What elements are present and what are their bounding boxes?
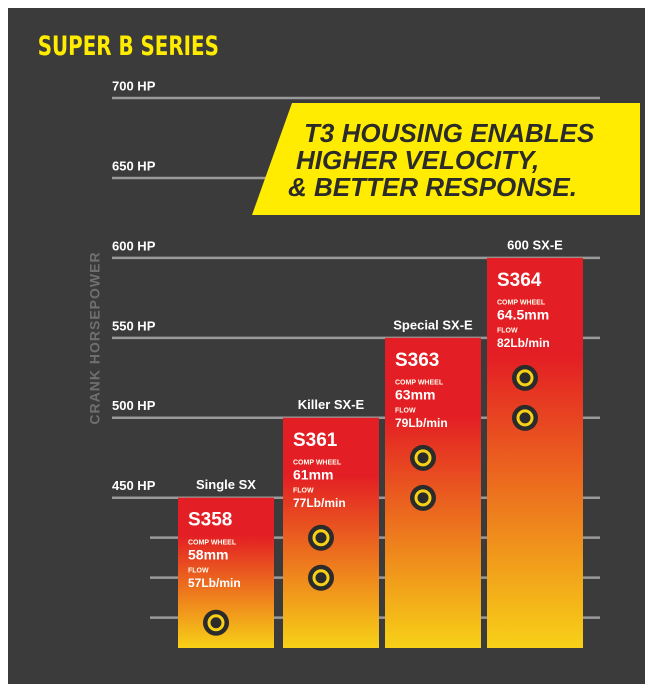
flow: 82Lb/min bbox=[497, 336, 550, 350]
icon-detail bbox=[516, 369, 534, 387]
icon bbox=[512, 364, 538, 391]
bar bbox=[487, 257, 583, 648]
wheel-label: COMP WHEEL bbox=[293, 460, 342, 467]
annotation: T3 HOUSING ENABLES bbox=[304, 118, 595, 148]
category-label: Single SX bbox=[196, 477, 256, 492]
icon-detail bbox=[414, 489, 432, 507]
model: S358 bbox=[188, 510, 232, 531]
wheel-label: COMP WHEEL bbox=[395, 380, 444, 387]
chart-title: SUPER B SERIES bbox=[38, 30, 219, 61]
wheel-label: COMP WHEEL bbox=[188, 540, 237, 547]
category-label: Killer SX-E bbox=[298, 397, 365, 412]
icon bbox=[308, 564, 334, 591]
flow-label: FLOW bbox=[188, 568, 209, 575]
icon bbox=[203, 609, 229, 636]
model: S363 bbox=[395, 350, 439, 371]
icon-detail bbox=[516, 409, 534, 427]
wheel: 61mm bbox=[293, 466, 333, 482]
banner bbox=[252, 103, 640, 215]
icon-detail bbox=[414, 449, 432, 467]
flow-label: FLOW bbox=[293, 488, 314, 495]
icon-detail bbox=[207, 614, 225, 632]
wheel: 58mm bbox=[188, 546, 228, 562]
icon bbox=[410, 484, 436, 511]
y-tick-label: 550 HP bbox=[112, 318, 156, 333]
annotation: HIGHER VELOCITY, bbox=[296, 145, 539, 175]
category-label: Special SX-E bbox=[393, 317, 473, 332]
y-tick-label: 650 HP bbox=[112, 158, 156, 173]
flow-label: FLOW bbox=[497, 328, 518, 335]
model: S361 bbox=[293, 430, 338, 451]
wheel: 64.5mm bbox=[497, 307, 549, 323]
flow: 79Lb/min bbox=[395, 416, 448, 430]
icon-detail bbox=[312, 569, 330, 587]
y-tick-label: 600 HP bbox=[112, 238, 156, 253]
wheel-label: COMP WHEEL bbox=[497, 300, 546, 307]
icon bbox=[308, 524, 334, 551]
y-axis-label: CRANK HORSEPOWER bbox=[87, 251, 103, 424]
y-tick-label: 700 HP bbox=[112, 78, 156, 93]
y-tick-label: 450 HP bbox=[112, 478, 156, 493]
category-label: 600 SX-E bbox=[507, 237, 563, 252]
annotation: & BETTER RESPONSE. bbox=[288, 172, 577, 202]
flow-label: FLOW bbox=[395, 408, 416, 415]
model: S364 bbox=[497, 270, 542, 291]
flow: 57Lb/min bbox=[188, 576, 241, 590]
icon-detail bbox=[312, 529, 330, 547]
flow: 77Lb/min bbox=[293, 496, 346, 510]
y-tick-label: 500 HP bbox=[112, 398, 156, 413]
icon bbox=[512, 404, 538, 431]
wheel: 63mm bbox=[395, 387, 435, 403]
icon bbox=[410, 444, 436, 471]
